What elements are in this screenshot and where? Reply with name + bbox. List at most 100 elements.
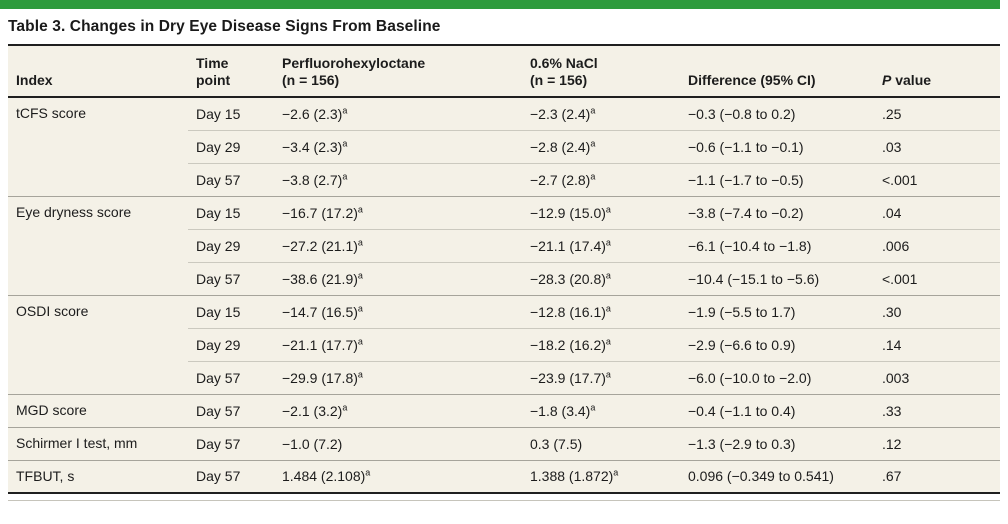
footnote-marker: a (342, 105, 348, 116)
nacl-value: −1.8 (3.4) (530, 402, 591, 419)
footnote-marker: a (357, 368, 363, 379)
index-cell: tCFS score (8, 96, 188, 196)
footnote-marker: a (357, 269, 363, 280)
footnote-marker: a (357, 203, 363, 214)
col-header-index-label: Index (16, 72, 53, 88)
footnote-marker: a (605, 269, 611, 280)
header-row: Index Time point Perfluorohexyloctane (n =… (8, 45, 1000, 98)
table-row: Day 57 −38.6 (21.9)a −28.3 (20.8)a −10.4… (8, 261, 1000, 295)
drug-value: −3.8 (2.7) (282, 171, 343, 188)
drug-cell: −14.7 (16.5)a (274, 294, 522, 328)
pvalue-cell: .67 (874, 459, 1000, 493)
drug-value: −27.2 (21.1) (282, 237, 358, 254)
time-cell: Day 29 (188, 129, 274, 163)
table-row: tCFS score Day 15 −2.6 (2.3)a −2.3 (2.4)… (8, 96, 1000, 196)
drug-value: −38.6 (21.9) (282, 270, 358, 287)
nacl-value: −2.3 (2.4) (530, 105, 591, 122)
drug-value: −16.7 (17.2) (282, 204, 358, 221)
nacl-cell: −2.7 (2.8)a (522, 162, 680, 196)
footnote-marker: a (342, 170, 348, 181)
footnote-marker: a (605, 368, 611, 379)
pvalue-cell: .003 (874, 360, 1000, 394)
col-header-drug-line2: (n = 156) (282, 72, 340, 88)
drug-cell: −2.6 (2.3)a (274, 96, 522, 130)
drug-cell: −16.7 (17.2)a (274, 195, 522, 229)
col-header-index: Index (8, 45, 188, 98)
diff-cell: −2.9 (−6.6 to 0.9) (680, 327, 874, 361)
footnote-marker: a (357, 236, 363, 247)
index-cell: MGD score (8, 393, 188, 427)
nacl-value: −28.3 (20.8) (530, 270, 606, 287)
nacl-cell: −1.8 (3.4)a (522, 393, 680, 427)
nacl-cell: −18.2 (16.2)a (522, 327, 680, 361)
nacl-value: −12.9 (15.0) (530, 204, 606, 221)
footnote-marker: a (605, 335, 611, 346)
table-row: Day 57 −3.8 (2.7)a −2.7 (2.8)a −1.1 (−1.… (8, 162, 1000, 196)
time-cell: Day 15 (188, 195, 274, 229)
nacl-cell: −2.3 (2.4)a (522, 96, 680, 130)
footnote-marker: a (342, 137, 348, 148)
footnote-marker: a (365, 467, 371, 478)
index-cell: Schirmer I test, mm (8, 426, 188, 460)
pvalue-cell: .12 (874, 426, 1000, 460)
pvalue-cell: .03 (874, 129, 1000, 163)
nacl-cell: −12.8 (16.1)a (522, 294, 680, 328)
nacl-cell: −12.9 (15.0)a (522, 195, 680, 229)
diff-cell: −0.6 (−1.1 to −0.1) (680, 129, 874, 163)
footnote-marker: a (613, 467, 619, 478)
diff-cell: −0.3 (−0.8 to 0.2) (680, 96, 874, 130)
table-row: Schirmer I test, mm Day 57 −1.0 (7.2) 0.… (8, 426, 1000, 460)
time-cell: Day 15 (188, 294, 274, 328)
drug-cell: 1.484 (2.108)a (274, 459, 522, 493)
pvalue-cell: .30 (874, 294, 1000, 328)
nacl-value: 1.388 (1.872) (530, 468, 614, 485)
table-row: Day 29 −3.4 (2.3)a −2.8 (2.4)a −0.6 (−1.… (8, 129, 1000, 163)
pvalue-cell: <.001 (874, 261, 1000, 295)
data-table: Index Time point Perfluorohexyloctane (n =… (8, 44, 1000, 494)
nacl-value: −2.7 (2.8) (530, 171, 591, 188)
nacl-value: −18.2 (16.2) (530, 336, 606, 353)
footnote-marker: a (590, 170, 596, 181)
footnote-divider (8, 500, 1000, 501)
col-header-perfluorohexyloctane: Perfluorohexyloctane (n = 156) (274, 45, 522, 98)
pvalue-cell: .33 (874, 393, 1000, 427)
diff-cell: −1.9 (−5.5 to 1.7) (680, 294, 874, 328)
col-header-time-line1: Time (196, 55, 229, 71)
accent-bar (0, 0, 1000, 9)
nacl-cell: −2.8 (2.4)a (522, 129, 680, 163)
col-header-nacl: 0.6% NaCl (n = 156) (522, 45, 680, 98)
pvalue-italic-p: P (882, 72, 892, 88)
diff-cell: −0.4 (−1.1 to 0.4) (680, 393, 874, 427)
diff-cell: −1.3 (−2.9 to 0.3) (680, 426, 874, 460)
footnote-marker: a (605, 203, 611, 214)
pvalue-cell: .04 (874, 195, 1000, 229)
time-cell: Day 57 (188, 360, 274, 394)
nacl-cell: −28.3 (20.8)a (522, 261, 680, 295)
drug-cell: −29.9 (17.8)a (274, 360, 522, 394)
drug-cell: −21.1 (17.7)a (274, 327, 522, 361)
table-row: Day 29 −27.2 (21.1)a −21.1 (17.4)a −6.1 … (8, 228, 1000, 262)
time-cell: Day 57 (188, 261, 274, 295)
footnote-marker: a (590, 105, 596, 116)
footnote-marker: a (357, 302, 363, 313)
diff-cell: −6.1 (−10.4 to −1.8) (680, 228, 874, 262)
nacl-cell: 0.3 (7.5) (522, 426, 680, 460)
time-cell: Day 29 (188, 327, 274, 361)
diff-cell: −10.4 (−15.1 to −5.6) (680, 261, 874, 295)
time-cell: Day 15 (188, 96, 274, 130)
nacl-cell: −21.1 (17.4)a (522, 228, 680, 262)
nacl-value: −12.8 (16.1) (530, 303, 606, 320)
time-cell: Day 29 (188, 228, 274, 262)
col-header-difference: Difference (95% CI) (680, 45, 874, 98)
drug-cell: −38.6 (21.9)a (274, 261, 522, 295)
col-header-drug-line1: Perfluorohexyloctane (282, 55, 426, 71)
nacl-value: −2.8 (2.4) (530, 138, 591, 155)
pvalue-cell: .25 (874, 96, 1000, 130)
time-cell: Day 57 (188, 393, 274, 427)
col-header-nacl-line1: 0.6% NaCl (530, 55, 598, 71)
table-row: Day 29 −21.1 (17.7)a −18.2 (16.2)a −2.9 … (8, 327, 1000, 361)
table-row: OSDI score Day 15 −14.7 (16.5)a −12.8 (1… (8, 294, 1000, 394)
time-cell: Day 57 (188, 162, 274, 196)
table-title: Table 3. Changes in Dry Eye Disease Sign… (8, 18, 441, 35)
drug-value: −3.4 (2.3) (282, 138, 343, 155)
